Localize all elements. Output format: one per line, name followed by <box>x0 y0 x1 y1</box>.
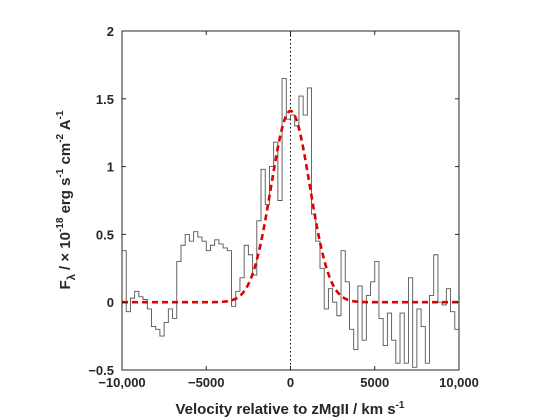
x-tick-label: 10,000 <box>439 375 479 390</box>
y-tick-label: 1.5 <box>96 92 114 107</box>
x-axis-ticks: −10,000 −5000 0 5000 10,000 <box>98 31 479 390</box>
flux-step-series <box>122 78 459 368</box>
gaussian-fit-line <box>122 109 459 304</box>
x-axis-label: Velocity relative to zMgII / km s-1 <box>176 400 405 418</box>
y-axis-ticks: −0.5 0 0.5 1 1.5 2 <box>88 24 459 378</box>
x-tick-label: 0 <box>287 375 294 390</box>
x-tick-label: 5000 <box>360 375 389 390</box>
x-tick-label: −10,000 <box>98 375 145 390</box>
y-tick-label: 0 <box>107 295 114 310</box>
y-tick-label: 1 <box>107 160 114 175</box>
y-tick-label: −0.5 <box>88 363 114 378</box>
gaussian-fit-series <box>122 109 459 304</box>
y-tick-label: 2 <box>107 24 114 39</box>
y-axis-label: Fλ / × 10-18 erg s-1 cm-2 A-1 <box>55 110 78 289</box>
flux-step-line <box>122 78 459 368</box>
x-tick-label: −5000 <box>188 375 225 390</box>
y-tick-label: 0.5 <box>96 227 114 242</box>
